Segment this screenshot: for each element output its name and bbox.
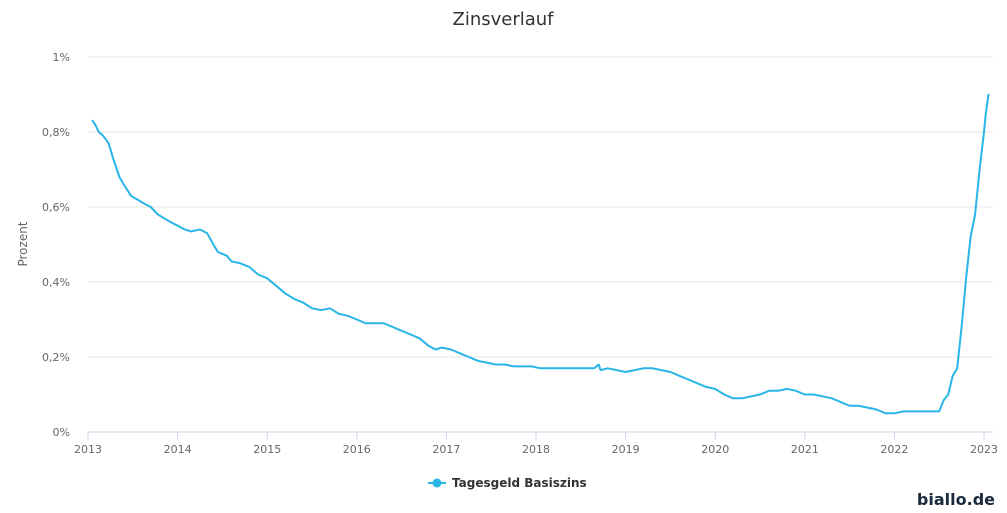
series-line: [91, 93, 990, 415]
x-tick-label: 2018: [522, 443, 550, 456]
y-tick-label: 0%: [53, 426, 70, 439]
legend-item-label[interactable]: Tagesgeld Basiszins: [452, 476, 587, 490]
y-tick-label: 0,6%: [42, 201, 70, 214]
x-tick-label: 2016: [343, 443, 371, 456]
brand-watermark: biallo.de: [917, 490, 995, 509]
x-tick-label: 2014: [164, 443, 192, 456]
y-tick-label: 0,4%: [42, 276, 70, 289]
x-tick-label: 2020: [701, 443, 729, 456]
legend-marker-icon: [432, 478, 442, 488]
grid-lines: [88, 56, 993, 358]
series-layer: [91, 93, 990, 415]
legend[interactable]: Tagesgeld Basiszins: [428, 476, 587, 490]
y-tick-label: 0,8%: [42, 126, 70, 139]
x-tick-label: 2013: [74, 443, 102, 456]
y-tick-label: 1%: [53, 51, 70, 64]
y-tick-label: 0,2%: [42, 351, 70, 364]
x-tick-label: 2017: [432, 443, 460, 456]
y-axis-ticks: 0% 0,2% 0,4% 0,6% 0,8% 1%: [42, 51, 70, 439]
x-tick-label: 2019: [612, 443, 640, 456]
x-tick-label: 2015: [253, 443, 281, 456]
x-tick-label: 2022: [880, 443, 908, 456]
x-tick-label: 2023: [970, 443, 998, 456]
x-tick-label: 2021: [791, 443, 819, 456]
x-axis-ticks: 2013 2014 2015 2016 2017 2018 2019 2020 2021 2022…: [74, 432, 998, 456]
chart-title: Zinsverlauf: [452, 9, 554, 30]
y-axis-title: Prozent: [16, 221, 30, 266]
